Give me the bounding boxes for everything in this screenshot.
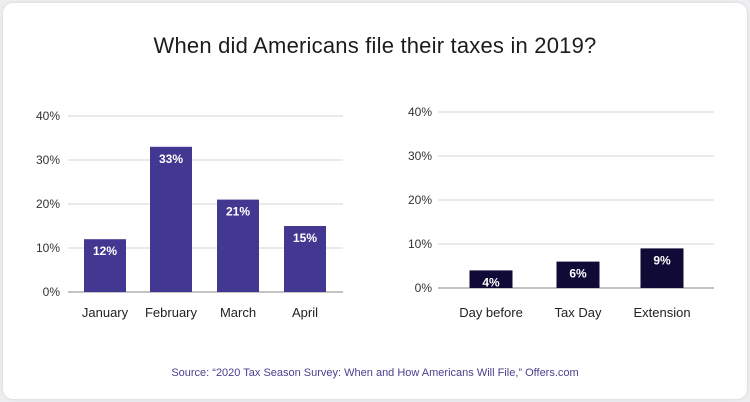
left-category-label-1: February: [145, 305, 198, 320]
left-y-tick-label-2: 20%: [36, 197, 60, 211]
left-data-label-1: 33%: [159, 152, 183, 166]
chart-card: [3, 3, 747, 399]
right-y-tick-label-2: 20%: [408, 193, 432, 207]
right-bar-1: [556, 261, 600, 288]
left-data-label-3: 15%: [293, 231, 317, 245]
left-data-label-0: 12%: [93, 244, 117, 258]
right-y-tick-label-0: 0%: [415, 281, 433, 295]
left-category-label-3: April: [292, 305, 318, 320]
right-category-label-2: Extension: [633, 305, 690, 320]
right-category-label-1: Tax Day: [555, 305, 602, 320]
right-category-label-0: Day before: [459, 305, 523, 320]
left-bar-3: [284, 226, 326, 292]
left-y-tick-label-1: 10%: [36, 241, 60, 255]
left-y-tick-label-0: 0%: [43, 285, 61, 299]
left-category-label-2: March: [220, 305, 256, 320]
right-y-tick-label-1: 10%: [408, 237, 432, 251]
right-bar-2: [640, 248, 684, 288]
right-y-tick-label-4: 40%: [408, 105, 432, 119]
left-bar-2: [217, 199, 259, 292]
left-data-label-2: 21%: [226, 205, 250, 219]
right-data-label-2: 9%: [653, 253, 671, 267]
right-bar-0: [469, 270, 513, 288]
left-y-tick-label-4: 40%: [36, 109, 60, 123]
left-bar-0: [84, 239, 126, 292]
left-y-tick-label-3: 30%: [36, 153, 60, 167]
right-data-label-1: 6%: [569, 267, 587, 281]
right-data-label-0: 4%: [482, 275, 500, 289]
left-category-label-0: January: [82, 305, 129, 320]
chart-title: When did Americans file their taxes in 2…: [153, 33, 597, 58]
right-y-tick-label-3: 30%: [408, 149, 432, 163]
left-bar-1: [150, 146, 192, 292]
source-note: Source: “2020 Tax Season Survey: When an…: [171, 367, 579, 379]
